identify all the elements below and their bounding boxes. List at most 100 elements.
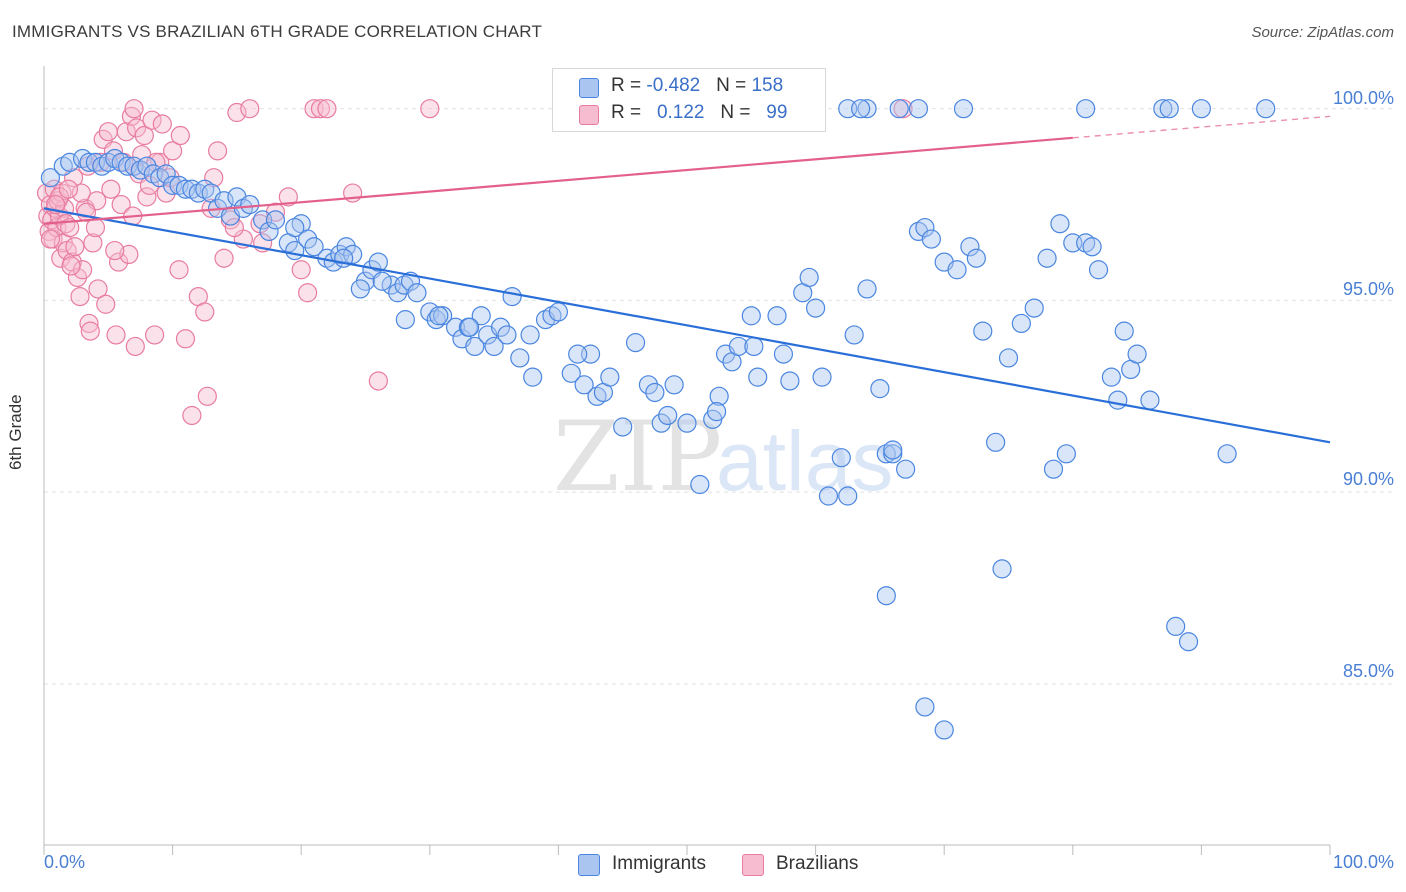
brazilians-point <box>208 141 228 161</box>
immigrants-point <box>1159 99 1179 119</box>
immigrants-point <box>510 348 530 368</box>
x-tick-label-max: 100.0% <box>1332 852 1394 872</box>
brazilians-point <box>70 286 90 307</box>
immigrants-point <box>838 486 858 506</box>
brazilians-point <box>116 122 136 142</box>
immigrants-point <box>350 279 370 299</box>
immigrants-point <box>548 302 569 322</box>
immigrants-point <box>175 179 196 199</box>
brazilians-point <box>40 229 61 249</box>
chart-title: IMMIGRANTS VS BRAZILIAN 6TH GRADE CORREL… <box>12 22 543 41</box>
brazilians-point <box>121 106 142 126</box>
brazilians-point <box>83 233 103 253</box>
immigrants-point <box>831 448 851 468</box>
watermark-zip: ZIP <box>553 401 722 513</box>
brazilians-point <box>76 202 97 222</box>
immigrants-point <box>883 440 903 460</box>
immigrants-point <box>638 375 659 395</box>
brazilians-point <box>420 99 440 119</box>
legend-r-label: R = <box>611 75 647 96</box>
brazilians-trendline <box>43 136 1073 225</box>
brazilians-point <box>291 260 311 280</box>
immigrants-point <box>1011 313 1031 334</box>
immigrants-point <box>953 99 974 119</box>
watermark: ZIP atlas <box>553 401 893 513</box>
immigrants-point <box>767 306 787 326</box>
immigrants-point <box>240 194 260 215</box>
brazilians-point <box>163 141 183 161</box>
legend-swatch-brazilians <box>742 854 764 876</box>
immigrants-point <box>915 217 935 238</box>
y-axis-label: 6th Grade <box>6 394 25 470</box>
immigrants-point <box>1114 321 1134 341</box>
brazilians-point <box>60 217 80 238</box>
immigrants-point <box>1166 616 1186 637</box>
brazilians-point <box>175 329 196 349</box>
immigrants-point <box>304 237 324 257</box>
legend-r-label: R = <box>611 102 647 123</box>
brazilians-point <box>65 237 85 257</box>
brazilians-point <box>88 279 108 299</box>
immigrants-point <box>744 336 764 357</box>
immigrants-point <box>1178 632 1199 652</box>
legend-n-label: N = <box>716 75 752 96</box>
immigrants-point <box>1153 99 1173 119</box>
immigrants-point <box>600 367 620 387</box>
brazilians-point <box>98 122 118 142</box>
immigrants-point <box>336 237 356 257</box>
immigrants-point <box>915 697 935 717</box>
immigrants-point <box>156 164 176 184</box>
brazilians-point <box>72 260 93 280</box>
immigrants-point <box>1140 390 1160 410</box>
immigrants-trendline <box>43 207 1331 444</box>
legend-swatch-immigrants <box>579 78 599 98</box>
brazilians-point <box>310 99 331 119</box>
legend-n-value: 158 <box>751 75 784 96</box>
immigrants-point <box>625 333 646 353</box>
brazilians-point <box>169 260 189 280</box>
immigrants-point <box>40 168 61 188</box>
immigrants-point <box>429 306 449 326</box>
brazilians-point <box>170 125 190 146</box>
immigrants-point <box>1127 344 1147 364</box>
immigrants-point <box>773 344 794 364</box>
stats-legend: R = -0.482 N = 158 R = 0.122 N = 99 <box>552 68 826 132</box>
immigrants-point <box>490 317 511 337</box>
y-tick-label: 90.0% <box>1342 469 1394 489</box>
immigrants-point <box>645 382 665 403</box>
brazilians-point <box>80 321 100 341</box>
immigrants-point <box>574 375 594 395</box>
brazilians-point <box>79 313 99 334</box>
immigrants-point <box>799 267 819 288</box>
immigrants-point <box>966 248 986 268</box>
immigrants-point <box>947 260 967 280</box>
immigrants-point <box>677 413 697 433</box>
brazilians-point <box>119 244 139 265</box>
brazilians-point <box>71 183 91 203</box>
brazilians-point <box>317 99 337 119</box>
immigrants-point <box>921 229 941 249</box>
immigrants-point <box>748 367 768 387</box>
immigrants-point <box>706 402 727 422</box>
y-tick-label: 85.0% <box>1342 661 1394 681</box>
immigrants-point <box>851 99 871 119</box>
immigrants-point <box>1043 459 1064 479</box>
brazilians-point <box>240 99 260 119</box>
immigrants-point <box>471 306 491 326</box>
immigrants-point <box>1050 214 1070 234</box>
immigrants-point <box>1217 444 1237 464</box>
brazilians-point <box>139 175 160 195</box>
immigrants-point <box>934 720 954 740</box>
immigrants-point <box>780 371 800 391</box>
immigrants-point <box>908 99 929 119</box>
brazilians-point <box>51 248 71 268</box>
brazilians-point <box>134 125 154 146</box>
brazilians-point <box>126 118 147 138</box>
immigrants-point <box>870 379 890 399</box>
immigrants-point <box>265 210 286 230</box>
brazilians-point <box>101 179 121 199</box>
watermark-atlas: atlas <box>716 414 893 508</box>
immigrants-point <box>1056 444 1076 464</box>
immigrants-point <box>1088 260 1109 280</box>
immigrants-point <box>1101 367 1121 387</box>
